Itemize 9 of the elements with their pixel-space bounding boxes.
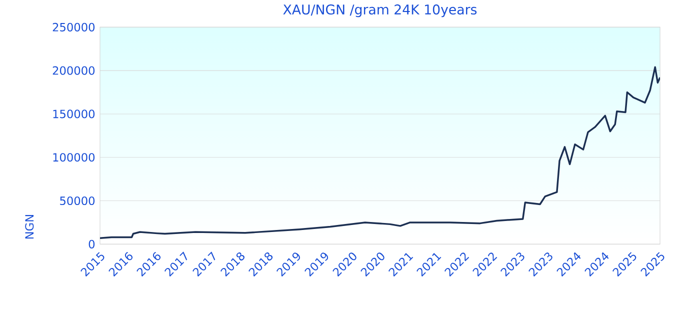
y-tick-label: 150000 [53,110,95,118]
y-tick-label: 0 [88,240,95,248]
y-tick-label: 100000 [53,153,95,162]
y-tick-label: 200000 [52,66,95,75]
y-tick-label: 50000 [60,196,95,205]
y-axis-title: NGN [25,214,34,238]
line-series [100,66,660,239]
y-tick-label: 250000 [52,22,95,32]
chart-title: XAU/NGN /gram 24K 10years [283,4,477,18]
